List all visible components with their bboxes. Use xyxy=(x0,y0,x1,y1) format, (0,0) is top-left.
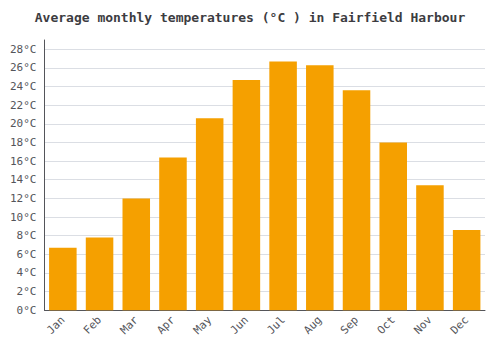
svg-text:20°C: 20°C xyxy=(10,117,37,130)
svg-text:18°C: 18°C xyxy=(10,136,37,149)
svg-text:6°C: 6°C xyxy=(17,248,37,261)
svg-text:16°C: 16°C xyxy=(10,155,37,168)
svg-text:26°C: 26°C xyxy=(10,61,37,74)
svg-text:Jan: Jan xyxy=(44,314,67,337)
svg-text:4°C: 4°C xyxy=(17,266,37,279)
svg-text:Sep: Sep xyxy=(338,314,361,337)
svg-text:24°C: 24°C xyxy=(10,80,37,93)
svg-text:0°C: 0°C xyxy=(17,304,37,317)
svg-text:2°C: 2°C xyxy=(17,285,37,298)
svg-text:Feb: Feb xyxy=(81,314,104,337)
svg-text:Aug: Aug xyxy=(301,314,324,337)
svg-text:8°C: 8°C xyxy=(17,229,37,242)
svg-text:12°C: 12°C xyxy=(10,192,37,205)
svg-text:14°C: 14°C xyxy=(10,173,37,186)
svg-text:Dec: Dec xyxy=(448,314,471,337)
svg-text:Average monthly temperatures (: Average monthly temperatures (°C ) in Fa… xyxy=(35,10,466,25)
svg-text:Nov: Nov xyxy=(411,313,434,336)
svg-text:22°C: 22°C xyxy=(10,99,37,112)
svg-text:Oct: Oct xyxy=(375,314,398,337)
svg-text:Jul: Jul xyxy=(264,314,287,337)
svg-text:28°C: 28°C xyxy=(10,43,37,56)
svg-text:Apr: Apr xyxy=(154,313,177,336)
svg-text:May: May xyxy=(191,313,214,336)
svg-text:Mar: Mar xyxy=(118,313,141,336)
svg-text:Jun: Jun xyxy=(228,314,251,337)
svg-text:10°C: 10°C xyxy=(10,211,37,224)
